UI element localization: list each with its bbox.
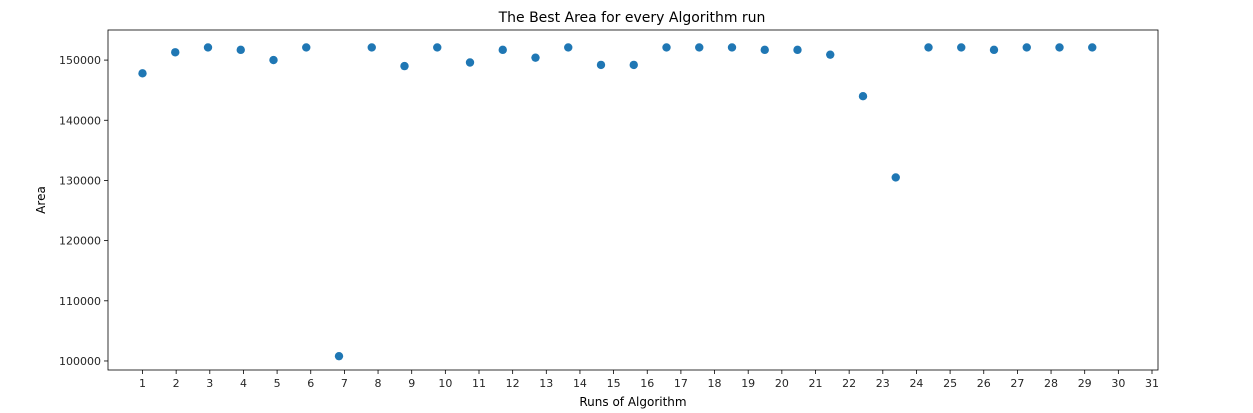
x-tick-label: 28 <box>1044 377 1058 390</box>
x-tick-label: 23 <box>876 377 890 390</box>
x-tick-label: 2 <box>173 377 180 390</box>
data-point <box>695 43 704 52</box>
y-tick-label: 100000 <box>59 355 101 368</box>
data-point <box>564 43 573 52</box>
x-tick-label: 18 <box>708 377 722 390</box>
data-point <box>662 43 671 52</box>
data-point <box>236 45 245 55</box>
x-tick-label: 12 <box>506 377 520 390</box>
plot-frame <box>107 29 1159 371</box>
data-point <box>334 351 344 361</box>
x-tick-label: 19 <box>741 377 755 390</box>
data-point <box>989 45 999 55</box>
x-axis-label: Runs of Algorithm <box>579 395 686 409</box>
x-tick-label: 15 <box>607 377 621 390</box>
x-tick-label: 10 <box>438 377 452 390</box>
x-tick-label: 30 <box>1111 377 1125 390</box>
x-tick-label: 26 <box>977 377 991 390</box>
data-point <box>367 43 376 52</box>
x-tick-label: 22 <box>842 377 856 390</box>
data-point <box>531 53 540 62</box>
y-tick-label: 110000 <box>59 295 101 308</box>
x-tick-label: 1 <box>139 377 146 390</box>
x-tick-label: 13 <box>539 377 553 390</box>
data-point <box>826 50 835 59</box>
data-point <box>793 45 802 55</box>
data-points <box>138 43 1097 361</box>
x-tick-label: 6 <box>307 377 314 390</box>
x-tick-label: 17 <box>674 377 688 390</box>
data-point <box>498 45 507 55</box>
data-point <box>924 43 933 52</box>
data-point <box>891 173 900 182</box>
x-tick-label: 11 <box>472 377 486 390</box>
x-tick-label: 5 <box>274 377 281 390</box>
data-point <box>858 91 868 101</box>
data-point <box>957 43 966 52</box>
data-point <box>203 43 213 52</box>
y-tick-label: 120000 <box>59 235 101 248</box>
y-axis-label: Area <box>34 186 48 214</box>
data-point <box>400 61 409 71</box>
data-point <box>1022 43 1031 52</box>
data-point <box>433 43 442 52</box>
x-tick-label: 20 <box>775 377 789 390</box>
data-point <box>629 60 638 70</box>
x-tick-label: 29 <box>1078 377 1092 390</box>
data-point <box>138 69 147 78</box>
x-tick-label: 4 <box>240 377 247 390</box>
x-tick-label: 7 <box>341 377 348 390</box>
y-tick-label: 150000 <box>59 54 101 67</box>
data-point <box>1055 43 1064 52</box>
x-tick-label: 25 <box>943 377 957 390</box>
data-point <box>727 43 737 52</box>
x-tick-label: 14 <box>573 377 587 390</box>
x-tick-label: 9 <box>408 377 415 390</box>
x-tick-label: 16 <box>640 377 654 390</box>
data-point <box>1088 43 1097 52</box>
data-point <box>596 60 606 70</box>
y-tick-label: 130000 <box>59 174 101 187</box>
x-tick-label: 31 <box>1145 377 1159 390</box>
x-axis: 1 2 3 4 5 6 7 8 9 10 11 12 13 14 15 16 17 18 19 20 21 22 23 24 2… <box>139 370 1159 390</box>
y-tick-label: 140000 <box>59 114 101 127</box>
data-point <box>171 48 180 57</box>
x-tick-label: 3 <box>206 377 213 390</box>
x-tick-label: 24 <box>909 377 923 390</box>
x-tick-label: 8 <box>375 377 382 390</box>
chart-title: The Best Area for every Algorithm run <box>498 10 766 26</box>
data-point <box>269 55 278 65</box>
data-point <box>465 58 475 67</box>
data-point <box>302 43 311 52</box>
y-axis: 100000 110000 120000 130000 140000 150000 <box>59 54 108 368</box>
x-tick-label: 21 <box>809 377 823 390</box>
data-point <box>760 45 769 55</box>
x-tick-label: 27 <box>1010 377 1024 390</box>
